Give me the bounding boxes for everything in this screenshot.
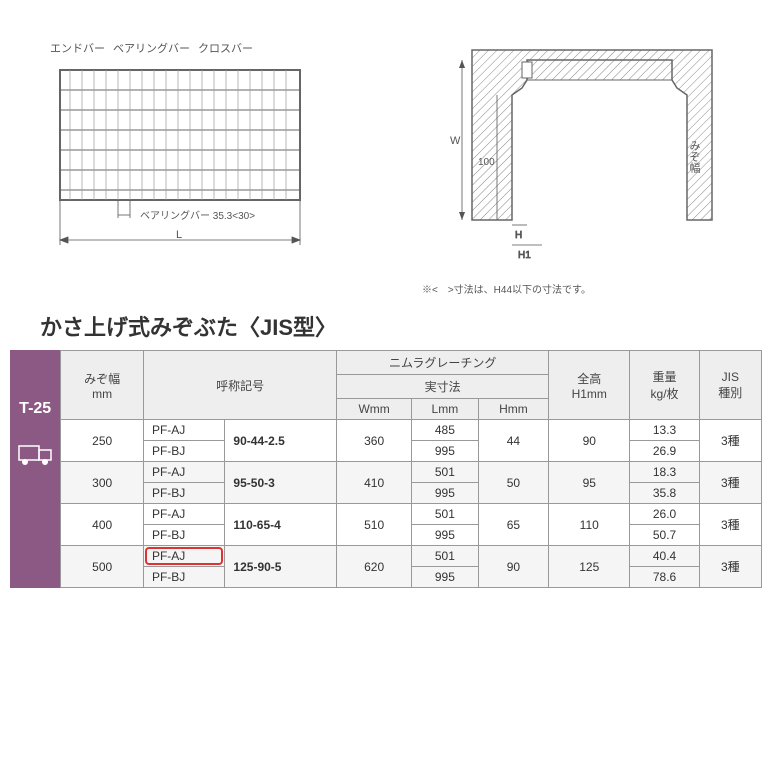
table-row: 250 PF-AJ 90-44-2.5 36048544 9013.33種 (61, 420, 762, 441)
dim-W: W (450, 135, 461, 147)
side-badge-label: T-25 (19, 400, 51, 418)
label-endbar: エンドバー (50, 40, 105, 56)
dim-100: 100 (478, 157, 495, 168)
th-mizohaba: みぞ幅 mm (61, 351, 144, 420)
diagram-area: エンドバー ベアリングバー クロスバー ベアリングバー 35.3<30> (0, 0, 772, 300)
label-bearingbar: ベアリングバー (113, 40, 190, 56)
diagram-right: W 100 みぞ幅 H H1 ※< >寸法は、H44以下の寸法です。 (422, 40, 722, 296)
label-crossbar: クロスバー (198, 40, 253, 56)
th-jis: JIS 種別 (699, 351, 761, 420)
truck-icon (15, 438, 55, 468)
table-row: 300 PF-AJ 95-50-3 41050150 9518.33種 (61, 462, 762, 483)
table-row: 400 PF-AJ 110-65-4 51050165 11026.03種 (61, 504, 762, 525)
footnote: ※< >寸法は、H44以下の寸法です。 (422, 281, 722, 296)
table-wrap: T-25 みぞ幅 mm 呼称記号 ニムラグレーチング 全高 H1mm 重量 kg… (10, 350, 762, 588)
th-model: 呼称記号 (143, 351, 336, 420)
bearing-bar-note: ベアリングバー 35.3<30> (140, 209, 255, 222)
section-drawing: W 100 みぞ幅 H H1 (422, 40, 722, 270)
th-h: Hmm (478, 399, 548, 420)
table-row: PF-BJ99578.6 (61, 567, 762, 588)
dim-L: L (176, 229, 182, 241)
th-l: Lmm (411, 399, 478, 420)
table-row: PF-BJ99550.7 (61, 525, 762, 546)
page-title: かさ上げ式みぞぶた〈JIS型〉 (40, 310, 732, 342)
th-weight: 重量 kg/枚 (630, 351, 699, 420)
table-row: 500 PF-AJ 125-90-5 62050190 12540.43種 (61, 546, 762, 567)
dim-H: H (515, 230, 522, 241)
grating-plan-drawing: ベアリングバー 35.3<30> L (50, 60, 310, 250)
diagram-left: エンドバー ベアリングバー クロスバー ベアリングバー 35.3<30> (50, 40, 310, 250)
th-grating: ニムラグレーチング (337, 351, 549, 375)
spec-table: みぞ幅 mm 呼称記号 ニムラグレーチング 全高 H1mm 重量 kg/枚 JI… (60, 350, 762, 588)
side-badge: T-25 (10, 350, 60, 588)
dim-H1: H1 (518, 250, 531, 261)
th-jissun: 実寸法 (337, 375, 549, 399)
left-labels: エンドバー ベアリングバー クロスバー (50, 40, 310, 56)
table-row: PF-BJ99526.9 (61, 441, 762, 462)
th-h1: 全高 H1mm (549, 351, 630, 420)
th-w: Wmm (337, 399, 412, 420)
table-row: PF-BJ99535.8 (61, 483, 762, 504)
dim-mizohaba: みぞ幅 (688, 140, 701, 174)
